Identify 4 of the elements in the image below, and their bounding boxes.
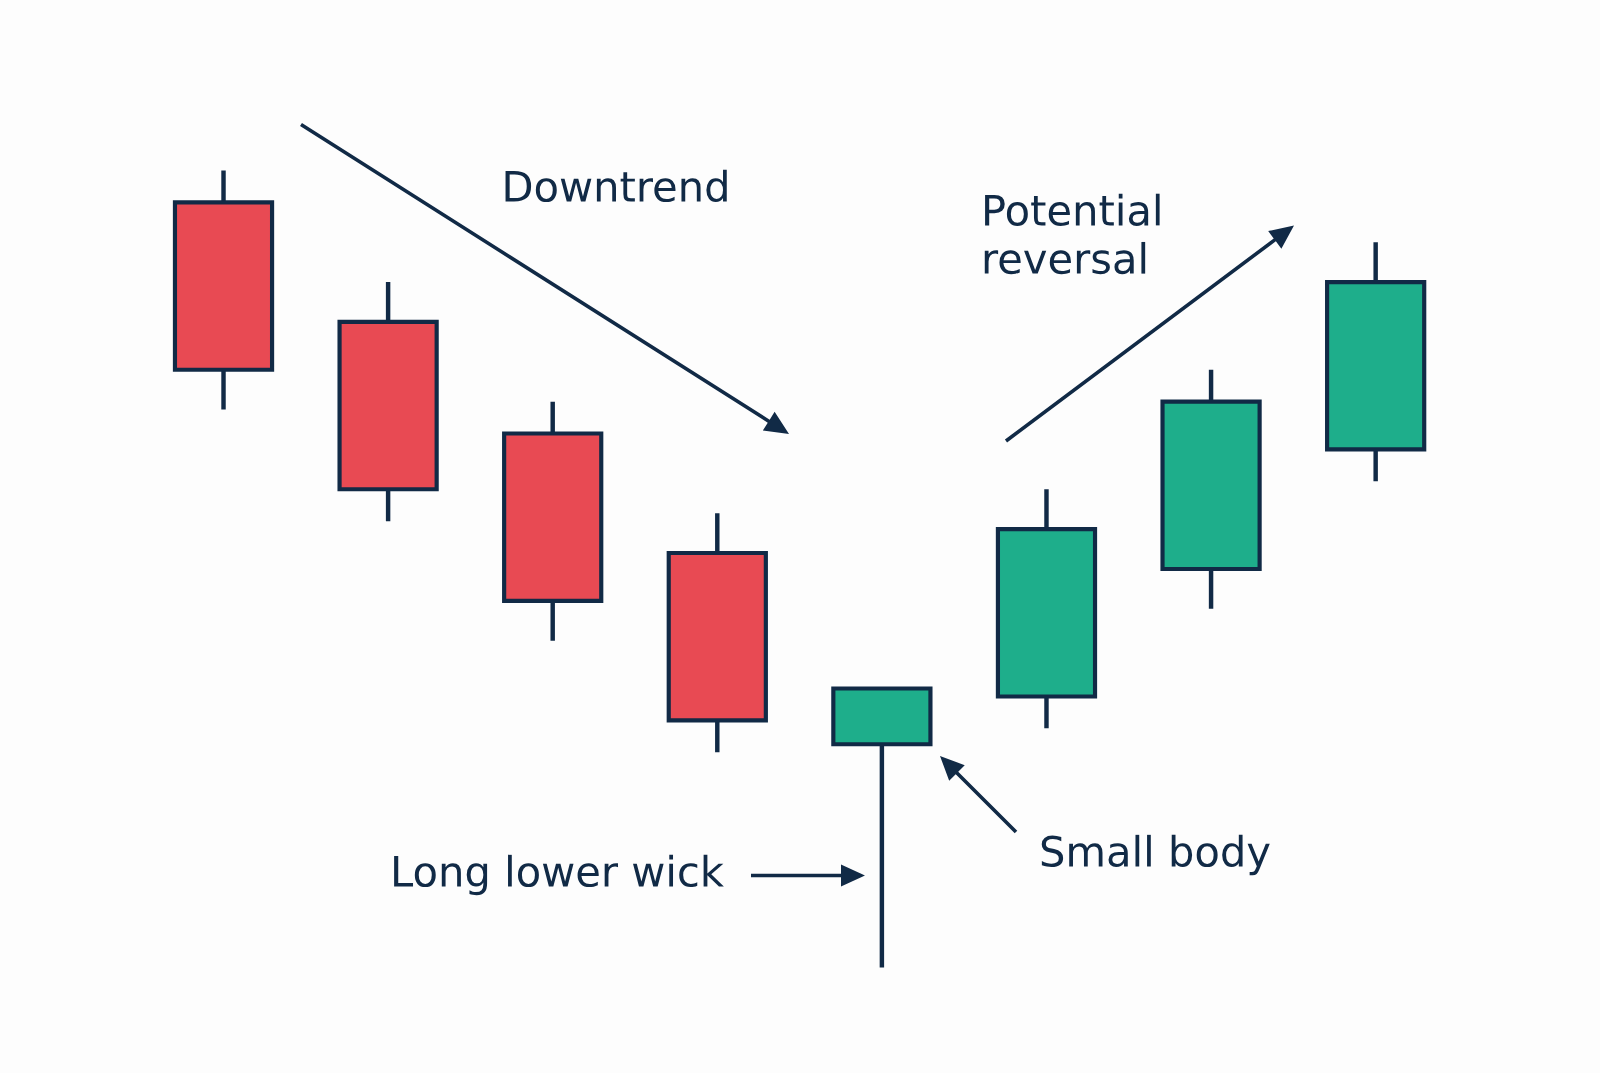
annotation: Potential reversal	[984, 193, 1160, 275]
annotation: Downtrend	[505, 169, 727, 203]
annotation: Small body	[1041, 834, 1270, 876]
annotation: Long lower wick	[394, 854, 724, 896]
